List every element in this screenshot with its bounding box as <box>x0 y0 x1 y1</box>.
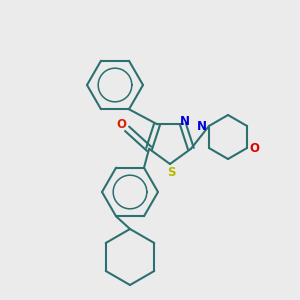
Text: N: N <box>197 119 207 133</box>
Text: O: O <box>249 142 259 154</box>
Text: N: N <box>180 115 190 128</box>
Text: O: O <box>116 118 126 131</box>
Text: S: S <box>167 166 175 178</box>
